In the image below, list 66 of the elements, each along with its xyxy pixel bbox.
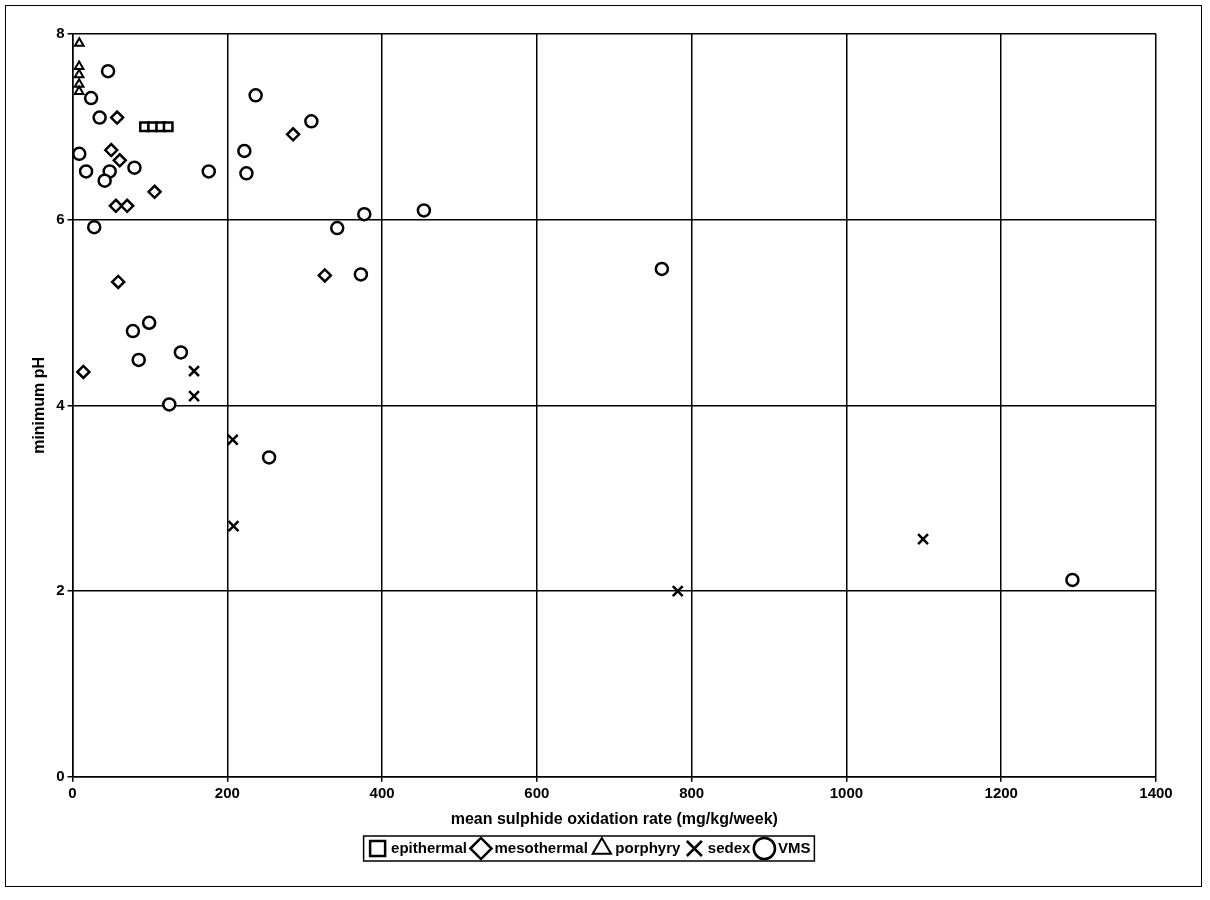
point <box>173 345 189 360</box>
x-tick-label: 1000 <box>829 783 864 801</box>
y-tick-label: 2 <box>56 581 65 599</box>
x-tick-label: 1200 <box>984 783 1018 801</box>
point <box>1065 572 1080 588</box>
point <box>416 203 432 218</box>
point <box>187 364 201 378</box>
y-tick-label: 8 <box>56 24 65 42</box>
point <box>227 519 240 533</box>
y-axis-title: minimum pH <box>30 356 48 454</box>
x-tick-label: 200 <box>214 783 240 801</box>
point <box>103 142 119 158</box>
point <box>162 121 174 133</box>
point <box>141 315 157 331</box>
legend-label: epithermal <box>391 838 467 856</box>
y-tick-label: 4 <box>56 395 66 413</box>
point <box>108 198 124 214</box>
point <box>97 173 112 188</box>
point <box>100 63 116 79</box>
point <box>239 166 254 181</box>
legend-label: porphyry <box>615 838 682 856</box>
point <box>237 143 252 159</box>
point <box>125 323 141 339</box>
x-tick-label: 1400 <box>1139 783 1173 801</box>
x-tick-label: 800 <box>679 783 705 801</box>
x-tick-label: 400 <box>369 783 395 801</box>
point <box>329 220 345 236</box>
point <box>73 78 85 88</box>
legend-label: mesothermal <box>494 838 588 856</box>
x-tick-label: 600 <box>524 783 550 801</box>
point <box>72 146 87 162</box>
point <box>317 268 333 283</box>
x-tick-label: 0 <box>68 783 77 801</box>
point <box>201 164 216 179</box>
point <box>112 153 127 168</box>
point <box>73 85 85 96</box>
point <box>83 90 99 106</box>
y-tick-label: 0 <box>56 766 65 784</box>
point <box>92 110 107 125</box>
point <box>304 114 319 129</box>
point <box>187 389 201 403</box>
point <box>162 397 177 412</box>
point <box>119 198 135 214</box>
point <box>357 206 372 222</box>
point <box>261 450 277 465</box>
point <box>916 532 930 546</box>
point <box>285 127 301 142</box>
point <box>654 261 670 277</box>
point <box>248 88 263 103</box>
point <box>73 68 85 79</box>
point <box>73 37 85 47</box>
point <box>127 160 142 175</box>
x-axis-title: mean sulphide oxidation rate (mg/kg/week) <box>450 809 778 827</box>
point <box>76 364 91 380</box>
point <box>73 60 85 70</box>
y-tick-label: 6 <box>56 209 65 227</box>
point <box>147 184 162 200</box>
point <box>78 164 94 179</box>
point <box>131 352 146 368</box>
point <box>353 267 369 282</box>
point <box>671 584 684 598</box>
legend-label: VMS <box>777 838 811 856</box>
point <box>109 110 125 125</box>
point <box>86 219 102 235</box>
point <box>110 274 126 290</box>
legend-label: sedex <box>707 838 752 856</box>
